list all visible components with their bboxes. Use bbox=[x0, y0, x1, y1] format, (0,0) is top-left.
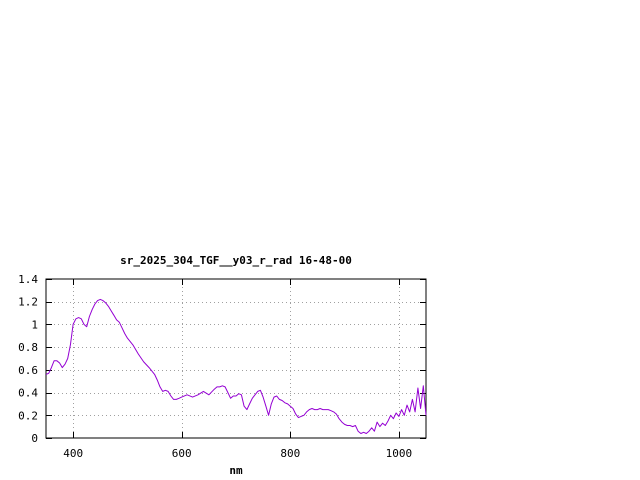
chart-title: sr_2025_304_TGF__y03_r_rad 16-48-00 bbox=[120, 254, 352, 267]
y-tick-label: 1.4 bbox=[18, 273, 38, 286]
y-tick-label: 0.4 bbox=[18, 387, 38, 400]
x-tick-label: 1000 bbox=[386, 447, 413, 460]
x-axis-title: nm bbox=[229, 464, 243, 477]
series-layer bbox=[45, 298, 427, 434]
y-tick-label: 0 bbox=[31, 432, 38, 445]
x-tick-label: 400 bbox=[63, 447, 83, 460]
y-tick-label: 0.6 bbox=[18, 364, 38, 377]
x-tick-label: 800 bbox=[280, 447, 300, 460]
y-tick-label: 1 bbox=[31, 318, 38, 331]
y-tick-label: 1.2 bbox=[18, 296, 38, 309]
tick-labels: 0 0.2 0.4 0.6 0.8 1 1.2 1.4 400 600 800 1000 bbox=[18, 273, 412, 460]
y-tick-label: 0.2 bbox=[18, 409, 38, 422]
grid-lines bbox=[46, 279, 426, 438]
x-tick-label: 600 bbox=[172, 447, 192, 460]
y-tick-label: 0.8 bbox=[18, 341, 38, 354]
plot-frame bbox=[45, 278, 427, 439]
series-line bbox=[45, 298, 427, 434]
